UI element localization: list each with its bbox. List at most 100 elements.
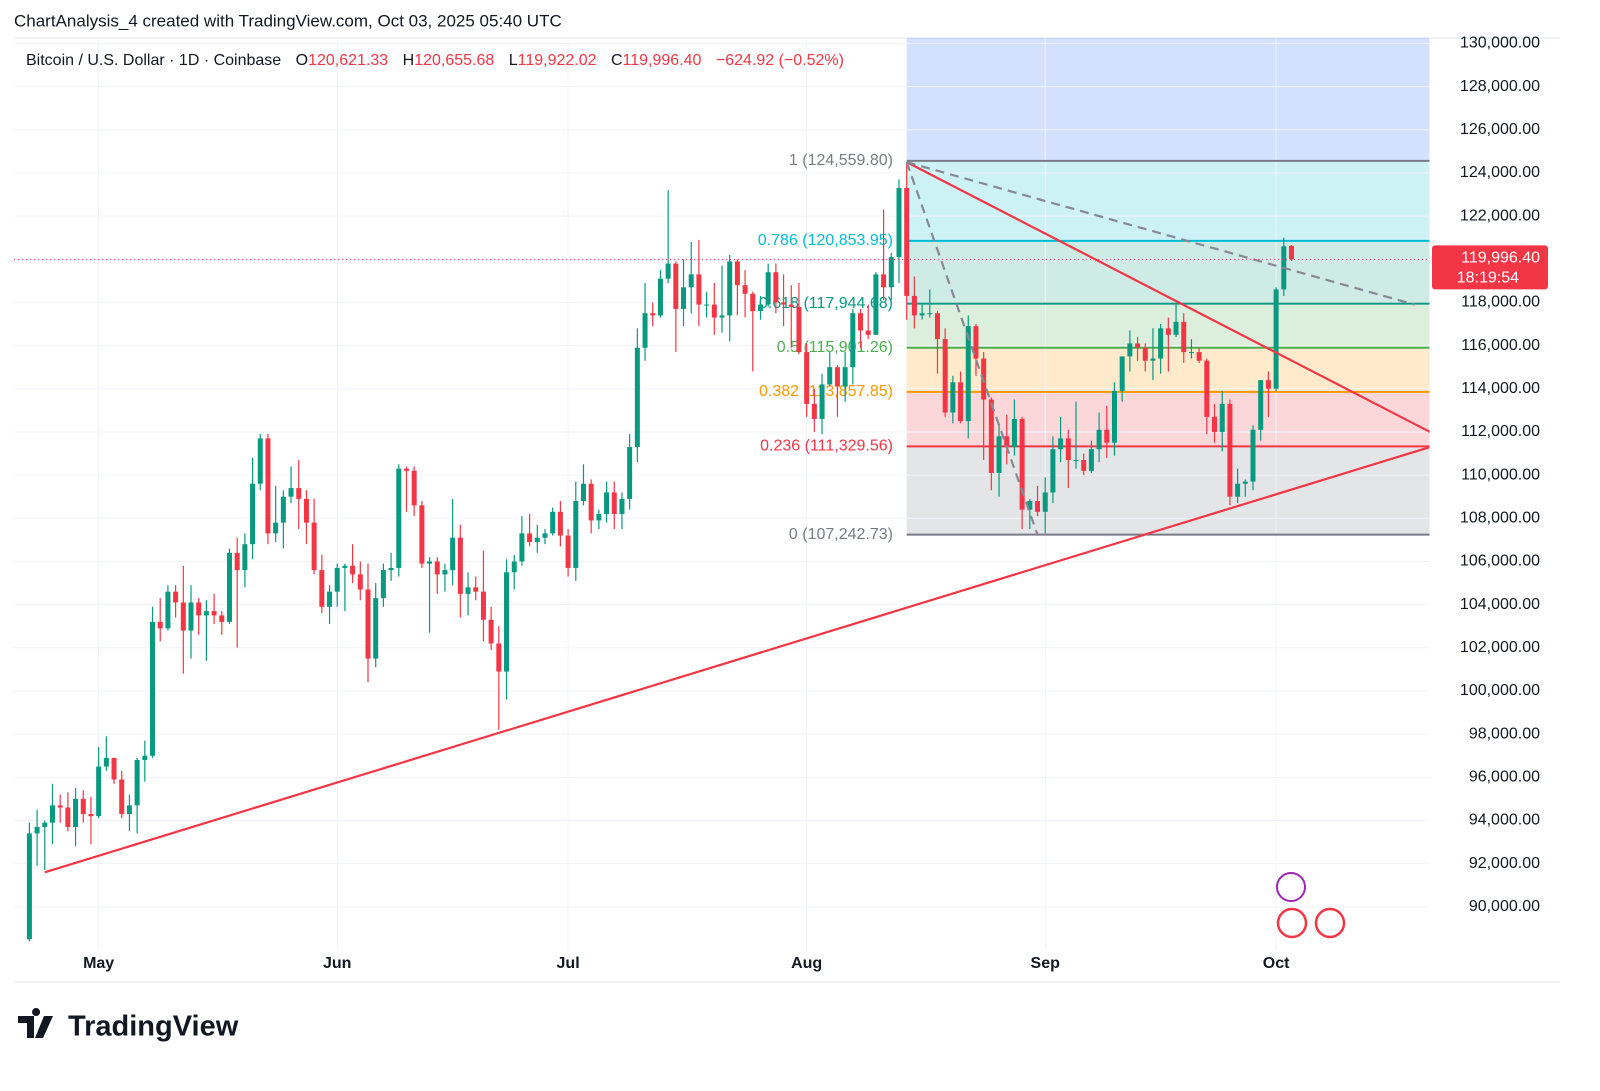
candle-body (427, 561, 433, 564)
candle-body (996, 436, 1002, 473)
candle-body (634, 347, 640, 448)
event-icons (1276, 872, 1346, 939)
y-tick-label: 106,000.00 (1460, 553, 1540, 570)
candle-body (858, 313, 864, 331)
ohlc-key: L (509, 52, 518, 69)
candle-body (1188, 352, 1194, 354)
candle-body (134, 760, 140, 806)
candle-body (573, 501, 579, 568)
candle-body (57, 805, 63, 808)
candle-body (1135, 343, 1141, 348)
candle-body (1011, 418, 1017, 448)
candle-body (819, 384, 825, 419)
candle-body (704, 304, 710, 306)
candle-body (165, 591, 171, 629)
candle-body (73, 798, 79, 827)
candle-body (1173, 321, 1179, 335)
candle-body (1181, 321, 1187, 353)
y-tick-label: 116,000.00 (1461, 337, 1540, 354)
candle-body (534, 537, 540, 543)
candle-body (504, 572, 510, 672)
x-tick-label: Jul (557, 955, 580, 972)
candle-body (350, 565, 356, 575)
candle-body (396, 468, 402, 568)
ohlc-key: C (611, 52, 623, 69)
candle-body (442, 570, 448, 575)
candle-body (373, 598, 379, 659)
candle-body (542, 533, 548, 538)
candle-body (465, 587, 471, 594)
candle-body (1273, 289, 1279, 389)
fib-label: 0.618 (117,944.68) (759, 295, 893, 312)
candle-body (1204, 360, 1210, 417)
candle-body (942, 339, 948, 413)
candle-body (450, 537, 456, 571)
candle-body (896, 188, 902, 258)
candle-body (357, 574, 363, 590)
candle-body (527, 533, 533, 543)
candle-body (1258, 380, 1264, 430)
candle-body (457, 537, 463, 594)
y-tick-label: 112,000.00 (1461, 423, 1540, 440)
y-tick-label: 110,000.00 (1461, 466, 1540, 483)
x-tick-label: Aug (791, 955, 822, 972)
candle-body (604, 492, 610, 514)
candle-body (965, 326, 971, 422)
candle-body (49, 805, 55, 823)
candle-body (657, 278, 663, 316)
candle-body (88, 814, 94, 817)
candle-body (973, 326, 979, 359)
y-tick-label: 118,000.00 (1461, 294, 1540, 311)
candle-body (588, 483, 594, 521)
candle-body (750, 293, 756, 312)
icon (1276, 907, 1308, 939)
candle-body (196, 602, 202, 616)
candle-body (319, 570, 325, 607)
candle-body (180, 602, 186, 631)
trendline (905, 161, 1039, 536)
y-tick-label: 92,000.00 (1469, 855, 1540, 872)
candle-body (1050, 449, 1056, 493)
candle-body (911, 295, 917, 316)
candle-body (642, 313, 648, 348)
candle-body (365, 589, 371, 659)
candle-body (881, 274, 887, 288)
candle-body (619, 498, 625, 514)
fib-label: 1 (124,559.80) (789, 152, 893, 169)
candle-body (403, 468, 409, 471)
candle-body (226, 552, 232, 622)
icon (1276, 872, 1306, 902)
candle-body (1096, 429, 1102, 450)
candle-body (611, 492, 617, 514)
candle-body (257, 438, 263, 484)
candle-body (811, 403, 817, 419)
fib-label: 0 (107,242.73) (789, 526, 893, 543)
candle-body (188, 602, 194, 631)
candle-body (873, 274, 879, 335)
y-tick-label: 100,000.00 (1460, 682, 1540, 699)
candle-body (1088, 449, 1094, 471)
fib-zone (906, 240, 1430, 304)
candle-body (557, 511, 563, 536)
candle-body (1027, 501, 1033, 510)
fib-label: 0.786 (120,853.95) (758, 232, 893, 249)
candle-body (719, 315, 725, 318)
trendline (44, 445, 1431, 874)
candle-body (696, 274, 702, 305)
candle-body (1165, 328, 1171, 335)
candle-body (958, 382, 964, 422)
y-tick-label: 108,000.00 (1460, 510, 1540, 527)
y-tick-label: 94,000.00 (1469, 812, 1540, 829)
candle-body (411, 470, 417, 506)
candle-body (1196, 352, 1202, 361)
candle-body (496, 643, 502, 672)
symbol: Bitcoin / U.S. Dollar · 1D · Coinbase (26, 52, 281, 69)
x-tick-label: Sep (1031, 955, 1061, 972)
trendline (906, 161, 1431, 433)
y-tick-label: 104,000.00 (1460, 596, 1540, 613)
y-tick-label: 90,000.00 (1469, 898, 1540, 915)
candle-body (250, 483, 256, 545)
candle-body (65, 807, 71, 827)
candle-body (1035, 501, 1041, 512)
candle-body (280, 496, 286, 523)
